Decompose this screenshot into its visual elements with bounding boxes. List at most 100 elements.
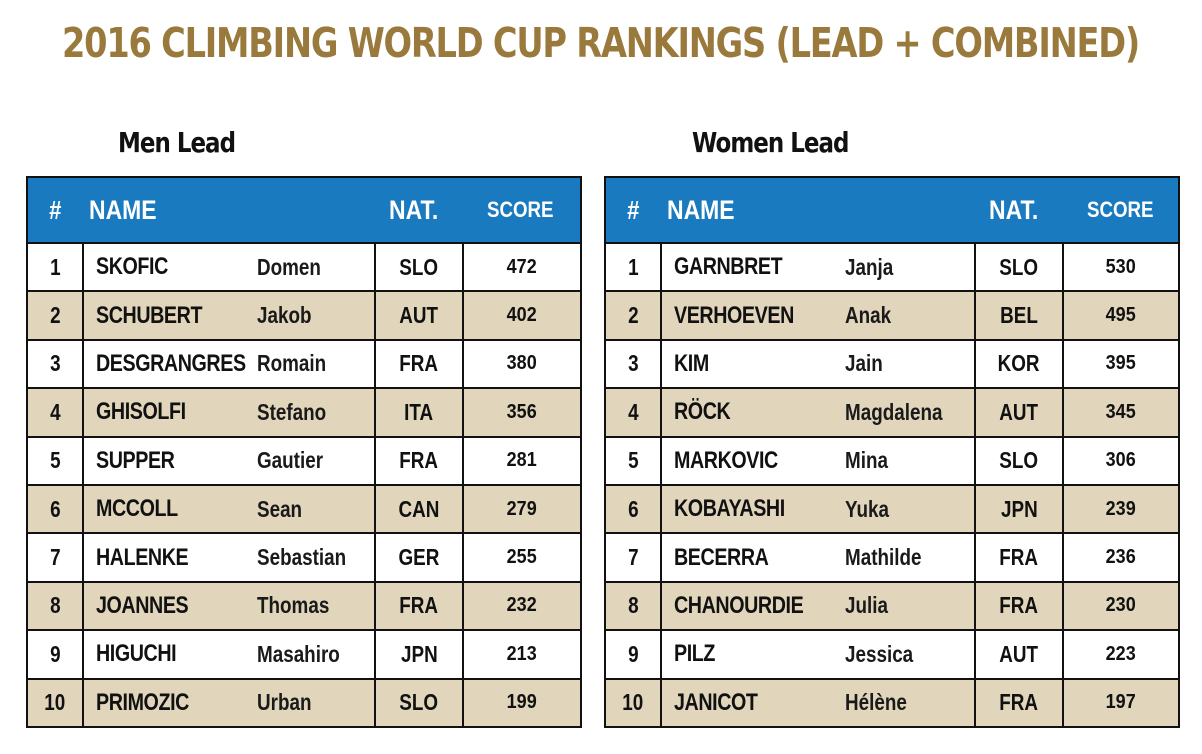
last-name-cell: PRIMOZIC <box>82 677 257 728</box>
nationality-cell: GER <box>374 532 464 583</box>
first-name-cell: Magdalena <box>845 387 976 438</box>
score-cell: 395 <box>1062 338 1180 390</box>
first-name-cell: Janja <box>845 241 976 293</box>
table-row: 4 GHISOLFI Stefano ITA 356 <box>26 387 582 438</box>
last-name-cell: DESGRANGRES <box>82 338 257 390</box>
first-name-cell: Anak <box>845 290 976 341</box>
nationality-cell: AUT <box>974 629 1064 680</box>
nationality-cell: FRA <box>974 580 1064 632</box>
table-row: 5 MARKOVIC Mina SLO 306 <box>604 435 1180 486</box>
nationality-cell: SLO <box>374 241 464 293</box>
nationality-cell: SLO <box>974 241 1064 293</box>
nationality-cell: BEL <box>974 290 1064 341</box>
table-row: 6 MCCOLL Sean CAN 279 <box>26 483 582 535</box>
first-name-cell: Mathilde <box>845 532 976 583</box>
first-name-cell: Jessica <box>845 629 976 680</box>
nationality-column-header: NAT. <box>975 176 1063 244</box>
nationality-cell: JPN <box>374 629 464 680</box>
score-cell: 495 <box>1062 290 1180 341</box>
rank-cell: 10 <box>604 677 662 728</box>
first-name-cell: Masahiro <box>257 629 376 680</box>
score-column-header: SCORE <box>463 176 582 244</box>
last-name-cell: MCCOLL <box>82 483 257 535</box>
table-row: 4 RÖCK Magdalena AUT 345 <box>604 387 1180 438</box>
first-name-cell: Sean <box>257 483 376 535</box>
nationality-cell: FRA <box>974 677 1064 728</box>
score-cell: 279 <box>462 483 582 535</box>
rank-cell: 9 <box>604 629 662 680</box>
last-name-cell: PILZ <box>660 629 845 680</box>
last-name-cell: CHANOURDIE <box>660 580 845 632</box>
last-name-cell: GHISOLFI <box>82 387 257 438</box>
score-cell: 345 <box>1062 387 1180 438</box>
first-name-cell: Mina <box>845 435 976 486</box>
last-name-cell: KOBAYASHI <box>660 483 845 535</box>
first-name-cell: Urban <box>257 677 376 728</box>
table-row: 2 SCHUBERT Jakob AUT 402 <box>26 290 582 341</box>
score-cell: 356 <box>462 387 582 438</box>
women-lead-rows: 1 GARNBRET Janja SLO 530 2 VERHOEVEN Anak BEL 495… <box>604 241 1180 728</box>
nationality-cell: FRA <box>374 435 464 486</box>
table-row: 3 KIM Jain KOR 395 <box>604 338 1180 390</box>
score-cell: 402 <box>462 290 582 341</box>
table-row: 3 DESGRANGRES Romain FRA 380 <box>26 338 582 390</box>
nationality-cell: FRA <box>374 338 464 390</box>
last-name-cell: SUPPER <box>82 435 257 486</box>
first-name-cell: Romain <box>257 338 376 390</box>
score-cell: 223 <box>1062 629 1180 680</box>
score-cell: 281 <box>462 435 582 486</box>
rank-cell: 4 <box>26 387 84 438</box>
table-row: 7 BECERRA Mathilde FRA 236 <box>604 532 1180 583</box>
table-row: 8 JOANNES Thomas FRA 232 <box>26 580 582 632</box>
table-row: 9 HIGUCHI Masahiro JPN 213 <box>26 629 582 680</box>
table-header-row: # NAME NAT. SCORE <box>604 176 1180 244</box>
first-name-cell: Jain <box>845 338 976 390</box>
rank-cell: 3 <box>26 338 84 390</box>
rank-cell: 8 <box>26 580 84 632</box>
nationality-cell: KOR <box>974 338 1064 390</box>
first-name-cell: Stefano <box>257 387 376 438</box>
score-cell: 197 <box>1062 677 1180 728</box>
first-name-cell: Thomas <box>257 580 376 632</box>
last-name-cell: VERHOEVEN <box>660 290 845 341</box>
nationality-cell: SLO <box>974 435 1064 486</box>
last-name-cell: SKOFIC <box>82 241 257 293</box>
men-lead-table: # NAME NAT. SCORE 1 SKOFIC Domen SLO 472 2 SCH… <box>26 176 582 728</box>
table-header-row: # NAME NAT. SCORE <box>26 176 582 244</box>
score-cell: 232 <box>462 580 582 632</box>
rank-cell: 5 <box>26 435 84 486</box>
rank-cell: 2 <box>604 290 662 341</box>
last-name-cell: RÖCK <box>660 387 845 438</box>
rank-cell: 8 <box>604 580 662 632</box>
score-cell: 472 <box>462 241 582 293</box>
last-name-cell: GARNBRET <box>660 241 845 293</box>
table-row: 5 SUPPER Gautier FRA 281 <box>26 435 582 486</box>
rank-cell: 5 <box>604 435 662 486</box>
first-name-cell: Sebastian <box>257 532 376 583</box>
table-row: 1 SKOFIC Domen SLO 472 <box>26 241 582 293</box>
last-name-cell: SCHUBERT <box>82 290 257 341</box>
nationality-cell: ITA <box>374 387 464 438</box>
first-name-cell: Hélène <box>845 677 976 728</box>
table-row: 6 KOBAYASHI Yuka JPN 239 <box>604 483 1180 535</box>
women-lead-title: Women Lead <box>692 126 849 159</box>
nationality-cell: JPN <box>974 483 1064 535</box>
rank-cell: 9 <box>26 629 84 680</box>
first-name-cell: Jakob <box>257 290 376 341</box>
score-cell: 306 <box>1062 435 1180 486</box>
score-cell: 380 <box>462 338 582 390</box>
first-name-cell: Domen <box>257 241 376 293</box>
first-name-cell: Julia <box>845 580 976 632</box>
score-cell: 199 <box>462 677 582 728</box>
score-cell: 255 <box>462 532 582 583</box>
men-lead-title: Men Lead <box>118 126 236 159</box>
table-row: 10 PRIMOZIC Urban SLO 199 <box>26 677 582 728</box>
score-cell: 530 <box>1062 241 1180 293</box>
nationality-cell: CAN <box>374 483 464 535</box>
last-name-cell: HIGUCHI <box>82 629 257 680</box>
score-cell: 230 <box>1062 580 1180 632</box>
score-cell: 213 <box>462 629 582 680</box>
page-title: 2016 CLIMBING WORLD CUP RANKINGS (LEAD +… <box>62 19 1140 67</box>
last-name-cell: KIM <box>660 338 845 390</box>
men-lead-rows: 1 SKOFIC Domen SLO 472 2 SCHUBERT Jakob AUT 402 3 D… <box>26 241 582 728</box>
